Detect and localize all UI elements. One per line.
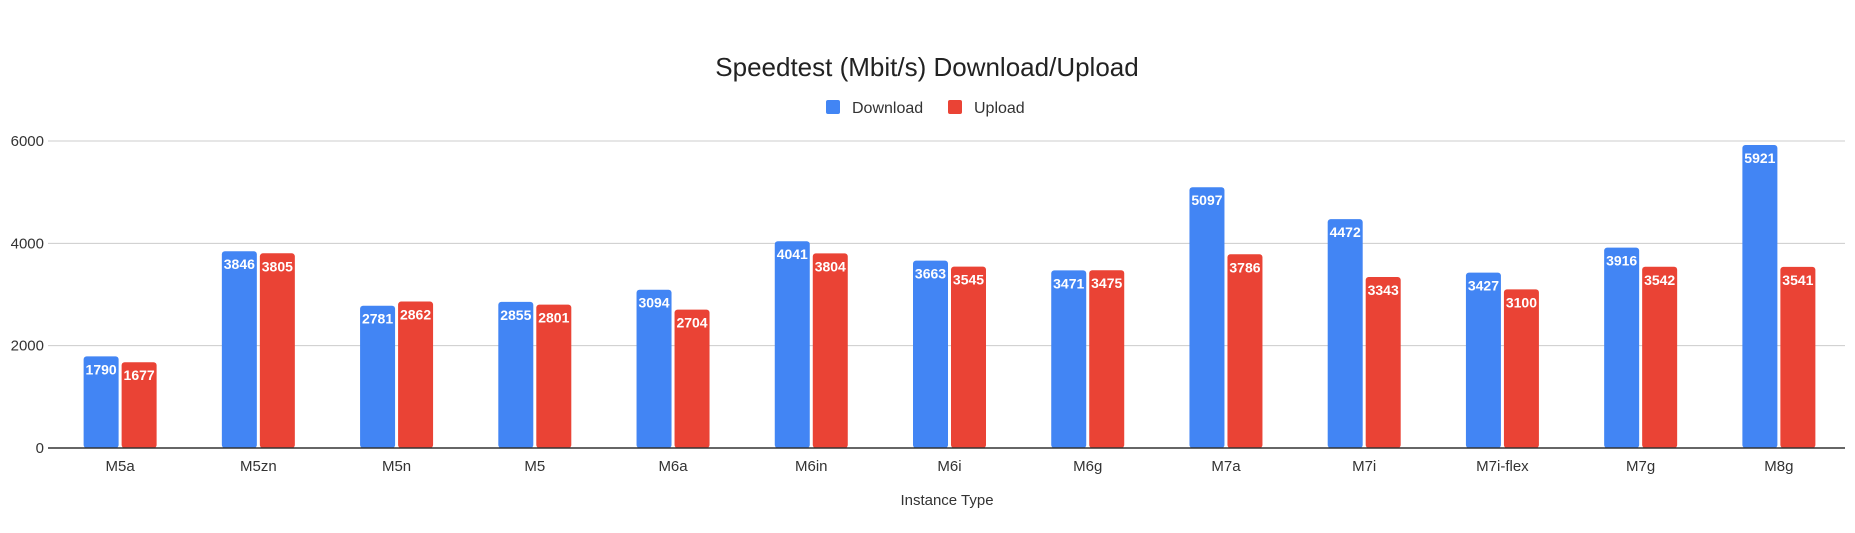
bar-upload: [121, 362, 157, 448]
bar-label-download: 5097: [1191, 192, 1222, 208]
legend: Download Upload: [826, 100, 1025, 117]
x-tick-label: M6a: [658, 458, 688, 475]
bar-upload: [1365, 276, 1401, 448]
y-axis-ticks: 0 2000 4000 6000: [11, 133, 44, 457]
bar-label-download: 2781: [362, 311, 393, 327]
bar-download: [360, 305, 396, 448]
bar-label-upload: 3541: [1782, 272, 1813, 288]
bar-label-download: 3427: [1468, 278, 1499, 294]
bar-download: [498, 301, 534, 448]
bar-label-download: 1790: [86, 361, 117, 377]
bar-download: [1742, 145, 1778, 448]
legend-label-upload: Upload: [974, 100, 1025, 117]
bar-label-upload: 3100: [1506, 294, 1537, 310]
bar-label-upload: 3475: [1091, 275, 1122, 291]
bars: [83, 145, 1816, 449]
bar-label-upload: 2704: [676, 315, 707, 331]
bar-labels: 1790 1677 3846 3805 2781 2862 2855 2801 3094 2704…: [86, 150, 1814, 383]
bar-label-download: 3471: [1053, 275, 1084, 291]
bar-label-upload: 3545: [953, 272, 984, 288]
x-axis-label: Instance Type: [900, 492, 993, 509]
bar-upload: [1089, 270, 1125, 448]
bar-label-upload: 3804: [815, 258, 846, 274]
bar-label-download: 5921: [1744, 150, 1775, 166]
legend-swatch-upload: [948, 100, 962, 114]
bar-download: [221, 251, 257, 448]
y-tick-label: 4000: [11, 235, 44, 252]
y-tick-label: 6000: [11, 133, 44, 150]
x-tick-label: M5n: [382, 458, 411, 475]
bar-download: [1189, 187, 1225, 449]
bar-upload: [674, 309, 710, 448]
y-tick-label: 0: [36, 440, 44, 457]
x-tick-label: M7g: [1626, 458, 1655, 475]
bar-label-download: 3916: [1606, 253, 1637, 269]
bar-download: [1604, 247, 1640, 448]
bar-label-upload: 1677: [124, 367, 155, 383]
x-tick-label: M5zn: [240, 458, 277, 475]
x-tick-label: M7a: [1211, 458, 1241, 475]
x-tick-label: M7i: [1352, 458, 1376, 475]
bar-upload: [1227, 254, 1263, 448]
bar-upload: [1642, 266, 1678, 448]
bar-label-upload: 2801: [538, 310, 569, 326]
x-tick-label: M5: [524, 458, 545, 475]
bar-label-download: 3094: [638, 295, 669, 311]
bar-label-upload: 3786: [1229, 259, 1260, 275]
bar-download: [1051, 270, 1087, 448]
bar-label-download: 4041: [777, 246, 808, 262]
legend-swatch-download: [826, 100, 840, 114]
bar-download: [913, 260, 948, 448]
legend-label-download: Download: [852, 100, 923, 117]
bar-label-upload: 2862: [400, 307, 431, 323]
bar-download: [1327, 219, 1363, 448]
bar-label-download: 3663: [915, 266, 946, 282]
bar-label-download: 4472: [1330, 224, 1361, 240]
y-tick-label: 2000: [11, 338, 44, 355]
bar-download: [1465, 272, 1501, 448]
x-tick-label: M7i-flex: [1476, 458, 1529, 475]
bar-upload: [1503, 289, 1539, 448]
bar-download: [636, 289, 672, 448]
bar-upload: [812, 253, 848, 448]
x-tick-label: M6i: [937, 458, 961, 475]
bar-download: [83, 356, 119, 448]
bar-upload: [1780, 266, 1816, 448]
bar-label-upload: 3805: [262, 258, 293, 274]
bar-label-upload: 3343: [1368, 282, 1399, 298]
x-axis-ticks: M5a M5zn M5n M5 M6a M6in M6i M6g M7a M7i M7i-flex M…: [106, 458, 1794, 475]
bar-download: [774, 241, 810, 448]
bar-label-download: 3846: [224, 256, 255, 272]
bar-label-download: 2855: [500, 307, 531, 323]
bar-upload: [536, 304, 572, 448]
bar-upload: [398, 301, 434, 448]
x-tick-label: M5a: [106, 458, 136, 475]
chart-title: Speedtest (Mbit/s) Download/Upload: [715, 52, 1138, 82]
bar-upload: [259, 253, 295, 448]
x-tick-label: M6g: [1073, 458, 1102, 475]
bar-label-upload: 3542: [1644, 272, 1675, 288]
bar-upload: [951, 266, 986, 448]
x-tick-label: M6in: [795, 458, 828, 475]
x-tick-label: M8g: [1764, 458, 1793, 475]
